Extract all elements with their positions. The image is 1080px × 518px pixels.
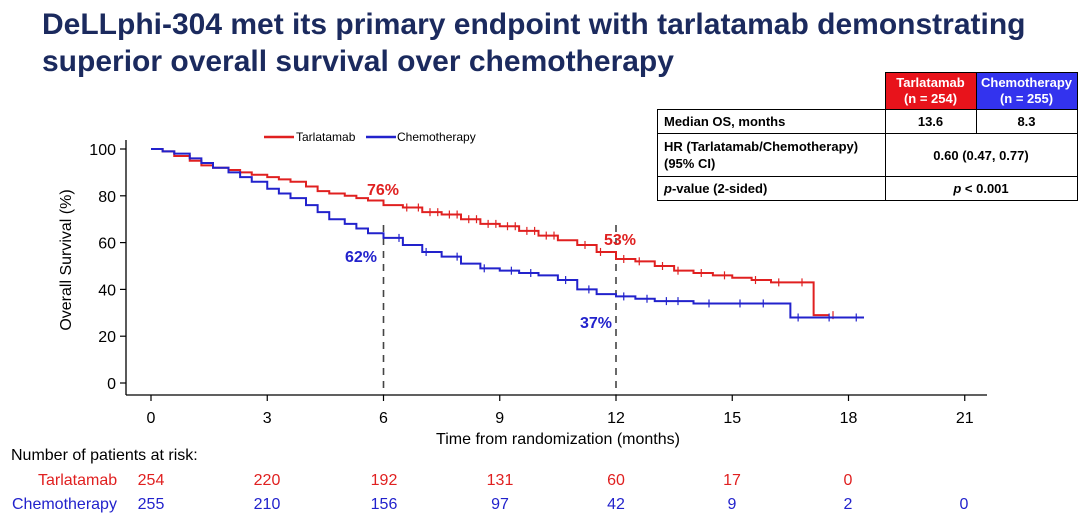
legend-chemotherapy-label: Chemotherapy	[397, 130, 476, 144]
table-row: Median OS, months 13.6 8.3	[657, 109, 1078, 134]
annotation-chemo-12mo: 37%	[580, 315, 612, 332]
y-tick-label: 60	[98, 236, 116, 253]
hr-label: HR (Tarlatamab/Chemotherapy) (95% CI)	[657, 133, 886, 177]
median-os-tarlatamab: 13.6	[884, 109, 977, 134]
chemotherapy-curve	[151, 148, 864, 319]
header-chemotherapy: Chemotherapy (n = 255)	[975, 72, 1078, 110]
survival-curves	[151, 148, 864, 322]
pvalue-label-rest: -value (2-sided)	[671, 181, 768, 196]
chart-legend: Tarlatamab Chemotherapy	[264, 130, 476, 144]
y-tick-label: 80	[98, 189, 116, 206]
risk-count: 2	[843, 496, 853, 513]
risk-count: 192	[370, 472, 398, 489]
hr-value: 0.60 (0.47, 0.77)	[884, 133, 1078, 177]
pvalue-value-p: p	[953, 181, 962, 196]
risk-count: 254	[137, 472, 165, 489]
pvalue-label: p-value (2-sided)	[657, 176, 886, 201]
hr-label-line-1: HR (Tarlatamab/Chemotherapy)	[664, 139, 859, 154]
title-line-1: DeLLphi-304 met its primary endpoint wit…	[42, 8, 1026, 41]
y-tick-label: 100	[89, 142, 116, 159]
x-tick-label: 15	[723, 410, 741, 427]
hr-label-line-2: (95% CI)	[664, 156, 716, 171]
risk-count: 9	[727, 496, 737, 513]
risk-tarlatamab-label: Tarlatamab	[38, 472, 118, 489]
risk-count: 60	[607, 472, 625, 489]
tarlatamab-curve	[151, 148, 830, 317]
risk-table-title: Number of patients at risk:	[11, 447, 198, 464]
risk-count: 156	[370, 496, 398, 513]
y-tick-label: 20	[98, 329, 116, 346]
x-axis-label: Time from randomization (months)	[436, 431, 680, 448]
pvalue-value: p < 0.001	[884, 176, 1078, 201]
x-tick-label: 12	[607, 410, 625, 427]
risk-count: 97	[491, 496, 509, 513]
pvalue-value-rest: < 0.001	[961, 181, 1009, 196]
table-row: HR (Tarlatamab/Chemotherapy) (95% CI) 0.…	[657, 133, 1078, 177]
chart-axes: 0 3 6 9 12 15 18 21 0 20 40 60 80 100	[89, 140, 987, 427]
pvalue-label-p: p	[664, 181, 672, 196]
y-tick-label: 40	[98, 282, 116, 299]
header-chemotherapy-n: (n = 255)	[999, 91, 1054, 106]
header-tarlatamab-name: Tarlatamab	[896, 75, 965, 90]
x-tick-label: 0	[147, 410, 156, 427]
table-row: p-value (2-sided) p < 0.001	[657, 176, 1078, 201]
median-os-label: Median OS, months	[657, 109, 886, 134]
risk-count: 17	[723, 472, 741, 489]
x-tick-label: 21	[956, 410, 974, 427]
x-tick-label: 9	[495, 410, 504, 427]
y-tick-label: 0	[107, 376, 116, 393]
header-chemotherapy-name: Chemotherapy	[980, 75, 1073, 90]
risk-count: 220	[253, 472, 281, 489]
y-axis-label: Overall Survival (%)	[58, 189, 75, 330]
annotation-chemo-6mo: 62%	[345, 249, 377, 266]
risk-count: 0	[843, 472, 853, 489]
risk-count: 210	[253, 496, 281, 513]
slide-title: DeLLphi-304 met its primary endpoint wit…	[42, 6, 1042, 80]
results-table: Tarlatamab (n = 254) Chemotherapy (n = 2…	[657, 72, 1078, 201]
risk-count: 255	[137, 496, 165, 513]
risk-chemotherapy-label: Chemotherapy	[12, 496, 117, 513]
header-tarlatamab: Tarlatamab (n = 254)	[884, 72, 977, 110]
risk-count: 42	[607, 496, 625, 513]
x-tick-label: 18	[840, 410, 858, 427]
risk-count: 131	[486, 472, 514, 489]
risk-count: 0	[959, 496, 969, 513]
annotation-tarla-12mo: 53%	[604, 232, 636, 249]
x-tick-label: 6	[379, 410, 388, 427]
header-tarlatamab-n: (n = 254)	[903, 91, 958, 106]
x-tick-label: 3	[263, 410, 272, 427]
title-line-2: superior overall survival over chemother…	[42, 45, 674, 78]
legend-tarlatamab-label: Tarlatamab	[296, 130, 356, 144]
annotation-tarla-6mo: 76%	[367, 182, 399, 199]
